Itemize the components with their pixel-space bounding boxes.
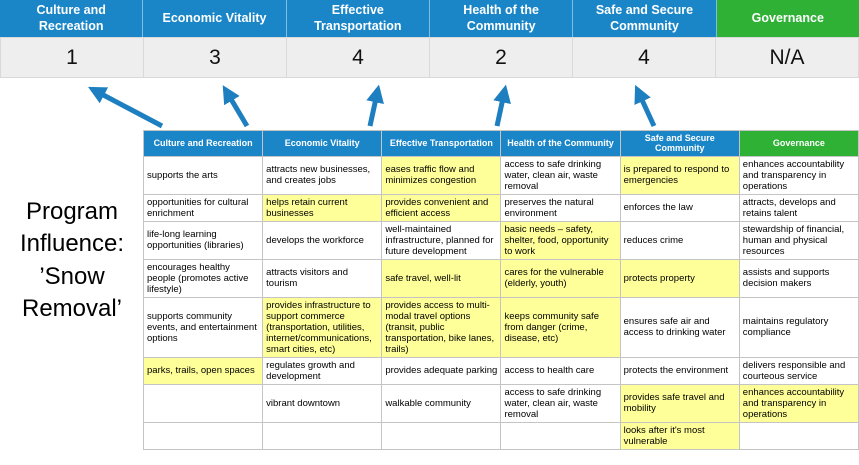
matrix-col-header: Economic Vitality [262,130,383,157]
matrix-col-header: Effective Transportation [381,130,502,157]
matrix-cell [500,422,621,451]
matrix-col-header: Culture and Recreation [142,130,264,157]
matrix-col-header: Governance [738,130,859,157]
matrix-cell: attracts visitors and tourism [262,258,383,298]
matrix-row: vibrant downtown walkable community access… [142,383,859,424]
matrix-cell: safe travel, well-lit [381,258,502,298]
matrix-cell: life-long learning opportunities (librar… [142,220,264,260]
matrix-cell: basic needs – safety, shelter, food, opp… [500,220,621,260]
matrix-cell: preserves the natural environment [500,193,621,222]
matrix-cell: enhances accountability and transparency… [738,383,859,424]
matrix-cell: access to safe drinking water, clean air… [500,383,621,424]
scoreboard-header-economic-vitality: Economic Vitality [143,0,287,37]
matrix-cell: parks, trails, open spaces [142,356,264,385]
scoreboard-header-governance: Governance [716,0,859,37]
score-effective-transportation: 4 [287,37,430,78]
matrix-row: parks, trails, open spaces regulates grow… [142,356,859,385]
title-line: Program [25,198,119,225]
influence-matrix: Culture and Recreation Economic Vitality E… [142,130,859,451]
score-governance: N/A [716,37,859,78]
matrix-cell: stewardship of financial, human and phys… [738,220,859,260]
matrix-cell: vibrant downtown [262,383,383,424]
matrix-cell: eases traffic flow and minimizes congest… [381,155,502,195]
matrix-cell: opportunities for cultural enrichment [142,193,264,222]
matrix-cell: encourages healthy people (promotes acti… [142,258,264,298]
scoreboard-header-row: Culture and Recreation Economic Vitality… [0,0,859,37]
matrix-cell: supports community events, and entertain… [142,296,264,358]
matrix-cell [262,422,383,451]
matrix-cell: regulates growth and development [262,356,383,385]
matrix-row: looks after it's most vulnerable [142,422,859,451]
matrix-row: opportunities for cultural enrichment hel… [142,193,859,222]
matrix-body: supports the arts attracts new businesses… [142,155,859,451]
score-safe-and-secure-community: 4 [573,37,716,78]
matrix-cell: access to safe drinking water, clean air… [500,155,621,195]
matrix-cell: supports the arts [142,155,264,195]
matrix-header-row: Culture and Recreation Economic Vitality E… [142,130,859,157]
matrix-cell: walkable community [381,383,502,424]
scoreboard-header-effective-transportation: Effective Transportation [286,0,430,37]
matrix-cell: provides convenient and efficient access [381,193,502,222]
scoreboard-header-label: Health of the Community [463,2,539,33]
matrix-cell: delivers responsible and courteous servi… [738,356,859,385]
matrix-col-header: Safe and Secure Community [619,130,740,157]
scoreboard-header-label: Economic Vitality [162,10,267,25]
program-influence-title: Program Influence: ’Snow Removal’ [2,196,142,326]
matrix-cell: attracts, develops and retains talent [738,193,859,222]
matrix-cell: looks after it's most vulnerable [619,422,740,451]
score-health-of-the-community: 2 [430,37,573,78]
matrix-cell: helps retain current businesses [262,193,383,222]
matrix-row: supports the arts attracts new businesses… [142,155,859,195]
scoreboard-header-label: Culture and Recreation [36,2,106,33]
matrix-cell: enhances accountability and transparency… [738,155,859,195]
matrix-cell: cares for the vulnerable (elderly, youth… [500,258,621,298]
matrix-cell: reduces crime [619,220,740,260]
matrix-cell: provides adequate parking [381,356,502,385]
score-economic-vitality: 3 [144,37,287,78]
matrix-row: life-long learning opportunities (librar… [142,220,859,260]
matrix-cell: develops the workforce [262,220,383,260]
matrix-cell: protects the environment [619,356,740,385]
matrix-col-header: Health of the Community [500,130,621,157]
scoreboard-header-label: Governance [751,10,824,25]
matrix-cell [381,422,502,451]
matrix-cell: provides infrastructure to support comme… [262,296,383,358]
matrix-cell: well-maintained infrastructure, planned … [381,220,502,260]
matrix-cell: attracts new businesses, and creates job… [262,155,383,195]
matrix-cell [738,422,859,451]
matrix-cell: keeps community safe from danger (crime,… [500,296,621,358]
up-arrow-icon [493,84,511,127]
arrows-layer [88,84,657,129]
matrix-cell: maintains regulatory compliance [738,296,859,358]
matrix-cell: assists and supports decision makers [738,258,859,298]
scoreboard-header-health-of-the-community: Health of the Community [429,0,574,37]
matrix-cell: access to health care [500,356,621,385]
scoreboard-header-label: Effective Transportation [314,2,402,33]
score-culture-and-recreation: 1 [0,37,144,78]
title-line: ’Snow [39,262,105,290]
matrix-cell: ensures safe air and access to drinking … [619,296,740,358]
up-arrow-icon [634,84,657,128]
matrix-cell [142,383,264,424]
scoreboard-header-safe-and-secure-community: Safe and Secure Community [573,0,717,37]
matrix-row: encourages healthy people (promotes acti… [142,258,859,298]
title-line: Influence: [19,230,125,258]
title-line: Removal’ [21,295,123,323]
scoreboard-header-culture-and-recreation: Culture and Recreation [0,0,144,37]
matrix-row: supports community events, and entertain… [142,296,859,358]
matrix-cell: protects property [619,258,740,298]
up-arrow-icon [88,86,164,129]
up-arrow-icon [222,85,250,128]
scoreboard-score-row: 1 3 4 2 4 N/A [0,37,859,78]
matrix-cell: enforces the law [619,193,740,222]
matrix-cell: provides safe travel and mobility [619,383,740,424]
matrix-cell [142,422,264,451]
matrix-cell: provides access to multi-modal travel op… [381,296,502,358]
matrix-cell: is prepared to respond to emergencies [619,155,740,195]
up-arrow-icon [366,84,384,127]
scoreboard-header-label: Safe and Secure Community [595,2,694,33]
